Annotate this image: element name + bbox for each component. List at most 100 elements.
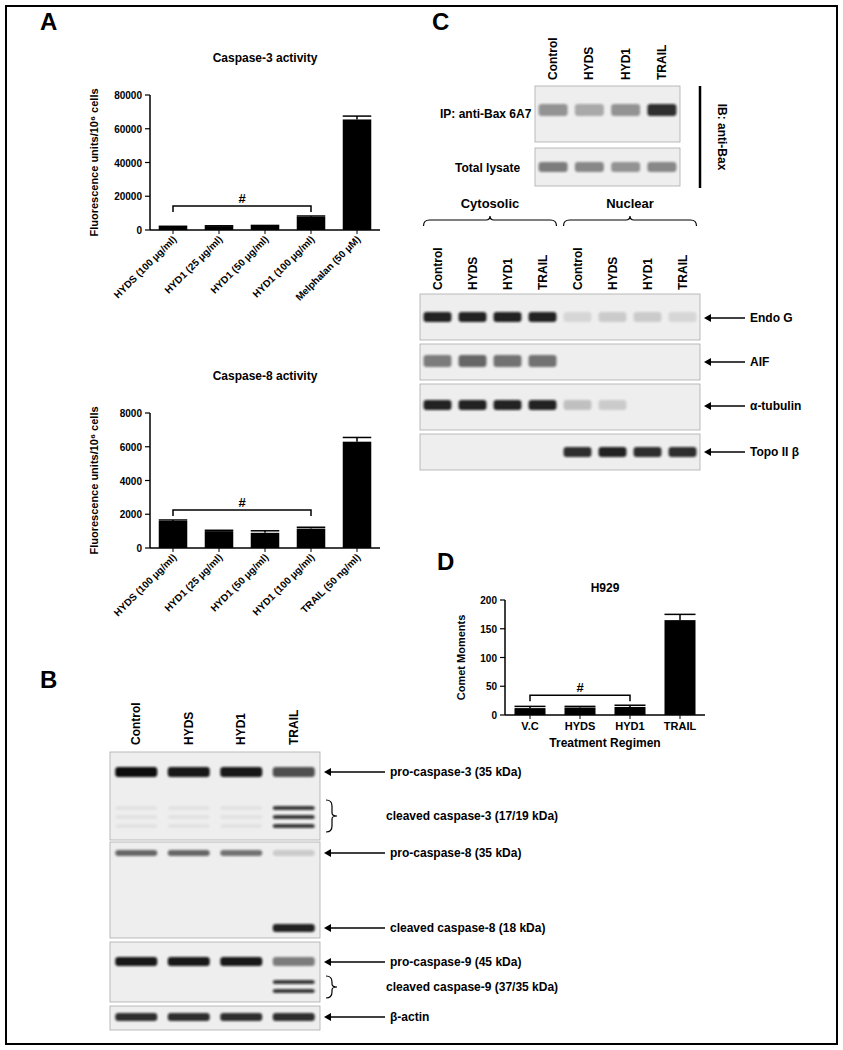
y-tick-label: 8000 xyxy=(120,408,143,419)
figure-border xyxy=(6,6,837,1044)
error-bar xyxy=(251,225,280,226)
bar xyxy=(297,217,326,230)
band xyxy=(459,400,487,410)
x-tick-label: HYD1 xyxy=(615,720,644,732)
bar xyxy=(297,529,326,548)
band xyxy=(168,806,210,810)
lane-label: HYD1 xyxy=(234,713,248,745)
band xyxy=(647,162,676,172)
y-tick xyxy=(145,480,150,481)
error-bar xyxy=(343,437,372,441)
band xyxy=(539,104,568,116)
bar xyxy=(515,708,546,715)
blot-membrane xyxy=(535,86,680,142)
y-tick xyxy=(145,547,150,548)
panel-label: C xyxy=(432,8,449,35)
x-tick xyxy=(580,715,581,719)
band xyxy=(115,1013,157,1021)
band xyxy=(273,815,315,819)
band xyxy=(220,824,262,828)
bracket xyxy=(530,695,630,701)
arrow-head xyxy=(324,924,331,932)
band xyxy=(115,824,157,828)
chart-title: Caspase-8 activity xyxy=(213,369,318,383)
error-bar xyxy=(665,614,696,620)
panel-label: B xyxy=(40,666,57,693)
lane-label: HYDS xyxy=(582,47,596,80)
y-tick-label: 20000 xyxy=(114,191,142,202)
error-bar xyxy=(297,215,326,217)
group-brace xyxy=(564,216,697,226)
band xyxy=(115,850,157,856)
band xyxy=(115,767,157,777)
error-bar xyxy=(515,706,546,708)
error-cap xyxy=(343,437,372,439)
band xyxy=(611,162,640,172)
band xyxy=(273,1013,315,1021)
x-tick xyxy=(357,230,358,234)
x-tick-label: HYDS xyxy=(565,720,596,732)
y-tick xyxy=(145,229,150,230)
band xyxy=(529,355,557,367)
x-tick xyxy=(357,548,358,552)
bar xyxy=(665,620,696,715)
error-cap xyxy=(515,706,546,708)
x-tick xyxy=(173,230,174,234)
group-brace xyxy=(424,216,557,226)
band xyxy=(539,162,568,172)
y-tick-label: 100 xyxy=(480,653,497,664)
band xyxy=(634,312,662,322)
row-label: Endo G xyxy=(750,311,793,325)
error-cap xyxy=(159,226,188,228)
error-bar xyxy=(565,706,596,707)
arrow-line xyxy=(710,361,745,362)
lane-label: TRAIL xyxy=(655,45,669,80)
y-tick xyxy=(500,628,505,629)
y-axis-label: Comet Moments xyxy=(455,615,467,701)
bracket-line xyxy=(173,510,311,516)
row-label: pro-caspase-3 (35 kDa) xyxy=(390,765,521,779)
x-tick-label: V.C xyxy=(521,720,538,732)
lane-label: Control xyxy=(546,37,560,80)
row-label: cleaved caspase-8 (18 kDa) xyxy=(390,921,545,935)
y-tick xyxy=(145,412,150,413)
bracket xyxy=(173,510,311,516)
arrow-head xyxy=(324,1013,331,1021)
blot-membrane xyxy=(110,752,320,840)
band xyxy=(168,850,210,856)
blot-membrane xyxy=(110,842,320,938)
bar xyxy=(615,707,646,715)
bar xyxy=(251,226,280,230)
blot-membrane xyxy=(420,384,700,430)
figure: ABCDCaspase-3 activityFluorescence units… xyxy=(0,0,843,1050)
band xyxy=(273,924,315,932)
y-axis-label: Fluorescence units/10⁶ cells xyxy=(88,88,100,236)
band xyxy=(529,312,557,322)
bar xyxy=(251,533,280,548)
band xyxy=(273,980,315,984)
band xyxy=(220,850,262,856)
band xyxy=(168,1013,210,1021)
arrow-line xyxy=(330,961,385,962)
error-bar xyxy=(297,527,326,528)
band xyxy=(168,957,210,966)
error-cap xyxy=(565,706,596,708)
bar xyxy=(343,119,372,230)
x-tick-label: TRAIL xyxy=(664,720,697,732)
y-tick xyxy=(500,714,505,715)
bracket xyxy=(173,206,311,212)
brace xyxy=(326,800,337,832)
band xyxy=(494,312,522,322)
x-tick xyxy=(630,715,631,719)
band xyxy=(220,1013,262,1021)
error-stem xyxy=(679,614,681,620)
annotation: # xyxy=(576,680,584,695)
band xyxy=(564,400,592,410)
error-cap xyxy=(343,115,372,117)
y-tick-label: 200 xyxy=(480,595,497,606)
error-cap xyxy=(665,614,696,616)
lane-label: HYD1 xyxy=(641,258,655,290)
y-tick xyxy=(145,196,150,197)
band xyxy=(220,806,262,810)
row-label: pro-caspase-8 (35 kDa) xyxy=(390,846,521,860)
